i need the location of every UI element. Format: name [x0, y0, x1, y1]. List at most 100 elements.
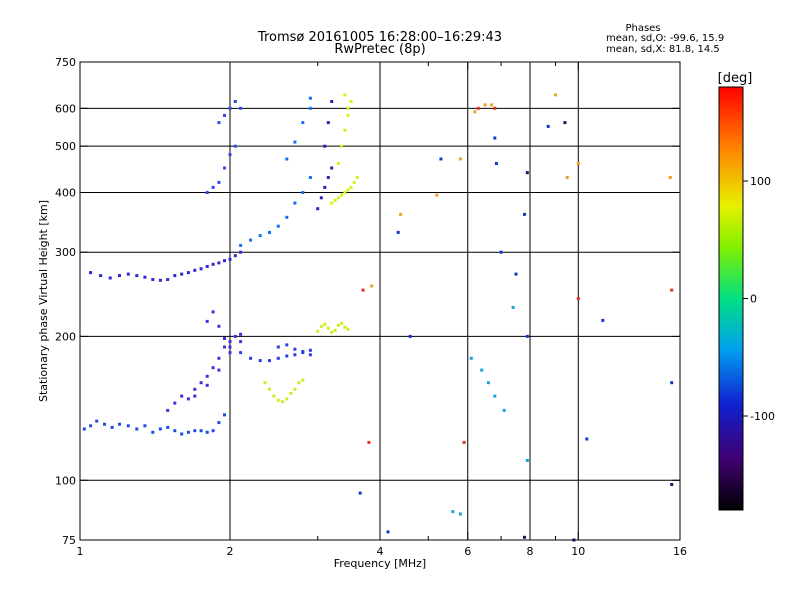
data-point: [333, 328, 337, 332]
data-point: [268, 230, 271, 234]
data-point: [258, 234, 262, 238]
y-tick-label: 75: [62, 534, 76, 547]
data-point: [408, 334, 412, 338]
data-point: [211, 262, 215, 266]
data-point: [670, 483, 674, 486]
data-point: [563, 121, 567, 125]
data-point: [323, 144, 327, 148]
data-point: [95, 419, 99, 423]
data-point: [469, 356, 473, 360]
data-point: [239, 250, 243, 254]
data-point: [173, 274, 177, 278]
colorbar-tick-label: 0: [750, 293, 757, 306]
data-point: [211, 429, 215, 433]
data-point: [346, 113, 350, 117]
data-point: [103, 422, 106, 426]
data-point: [319, 196, 323, 200]
data-point: [276, 345, 280, 349]
data-point: [228, 345, 232, 349]
data-point: [233, 334, 237, 338]
data-point: [166, 425, 170, 429]
data-point: [239, 332, 243, 336]
data-point: [82, 427, 86, 431]
data-point: [233, 100, 237, 103]
data-point: [151, 430, 155, 434]
y-tick-label: 750: [55, 56, 76, 69]
y-tick-label: 600: [55, 102, 76, 115]
data-point: [308, 176, 312, 179]
data-point: [386, 530, 390, 534]
data-point: [249, 238, 253, 242]
data-point: [193, 268, 197, 272]
data-point: [511, 305, 515, 309]
data-point: [355, 176, 359, 179]
data-point: [451, 510, 455, 514]
data-point: [186, 271, 190, 275]
data-point: [272, 394, 276, 398]
data-point: [340, 193, 344, 197]
data-point: [217, 180, 221, 184]
data-point: [343, 93, 347, 97]
data-point: [326, 176, 330, 179]
data-point: [228, 351, 232, 355]
data-point: [126, 424, 130, 428]
data-point: [523, 212, 526, 216]
data-point: [228, 106, 232, 110]
data-point: [502, 408, 506, 412]
data-point: [323, 185, 327, 189]
chart-subtitle: RwPretec (8p): [334, 42, 425, 57]
data-point: [166, 278, 170, 281]
data-point: [514, 272, 518, 276]
data-point: [525, 171, 529, 175]
data-point: [367, 440, 371, 444]
data-point: [458, 512, 462, 516]
data-point: [89, 424, 93, 428]
data-point: [228, 153, 232, 157]
data-point: [89, 271, 93, 275]
data-point: [99, 274, 103, 278]
data-point: [285, 215, 289, 219]
data-point: [330, 100, 334, 103]
data-point: [285, 157, 289, 161]
data-point: [601, 318, 605, 322]
data-point: [199, 267, 203, 271]
colorbar-tick-label: 100: [750, 175, 771, 188]
data-point: [585, 437, 589, 441]
data-point: [346, 327, 350, 331]
data-point: [180, 394, 184, 398]
data-point: [336, 196, 340, 200]
data-point: [493, 394, 497, 398]
data-point: [223, 337, 226, 340]
data-point: [349, 100, 353, 103]
data-point: [301, 191, 305, 194]
data-point: [340, 144, 344, 148]
data-point: [118, 422, 121, 426]
data-point: [268, 387, 271, 391]
data-point: [205, 374, 209, 378]
data-point: [565, 176, 569, 179]
data-point: [308, 106, 312, 110]
data-point: [143, 275, 147, 279]
data-point: [358, 491, 362, 495]
data-point: [110, 425, 114, 429]
data-point: [343, 128, 347, 132]
data-point: [330, 166, 334, 170]
data-point: [476, 106, 480, 110]
y-tick-label: 200: [55, 330, 76, 343]
data-point: [343, 325, 347, 329]
data-point: [217, 261, 221, 265]
data-point: [166, 408, 170, 412]
data-point: [217, 368, 221, 372]
data-point: [439, 157, 443, 161]
data-point: [239, 351, 243, 355]
data-point: [333, 198, 337, 202]
data-point: [217, 324, 221, 328]
data-point: [499, 250, 503, 254]
data-point: [493, 136, 497, 140]
data-point: [205, 383, 209, 387]
data-point: [670, 381, 674, 385]
data-point: [352, 180, 356, 184]
data-point: [158, 427, 162, 431]
x-tick-label: 16: [673, 545, 687, 558]
